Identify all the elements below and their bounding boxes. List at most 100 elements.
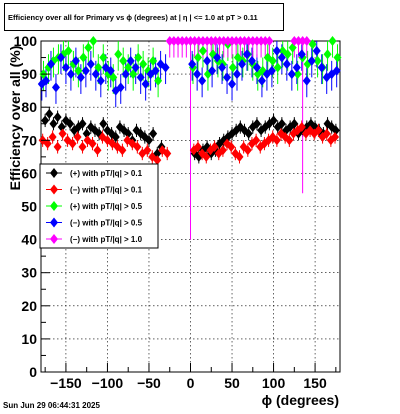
data-point [261,36,270,46]
data-point [43,138,52,149]
y-axis-label: Efficiency over all (%) [7,46,23,191]
data-point [268,55,277,66]
data-point [252,135,261,146]
data-point [149,55,158,66]
data-point [45,108,54,119]
y-tick-label: 20 [21,298,37,314]
data-point [89,36,98,46]
data-point [228,79,237,90]
timestamp-footer: Sun Jun 29 06:44:31 2025 [3,401,100,410]
legend: (+) with pT/|q| > 0.1 (−) with pT/|q| > 0… [39,163,159,249]
data-point [182,36,191,46]
x-axis-label: ϕ (degrees) [262,392,339,408]
data-point [193,52,202,63]
data-point [302,36,311,46]
data-point [272,45,281,56]
legend-marker [50,234,58,244]
data-point [331,125,340,136]
data-point [49,118,58,129]
x-tick-label: 50 [224,375,240,391]
data-point [193,69,202,80]
data-point [133,141,142,152]
data-point [223,36,232,46]
data-point [84,42,93,53]
data-point [202,151,211,162]
data-point [314,125,323,136]
data-point [265,36,274,46]
data-point [73,131,82,142]
data-point [151,65,160,76]
data-point [99,118,108,129]
data-point [283,49,292,60]
data-point [322,128,331,139]
data-point [186,36,195,46]
data-point [237,59,246,70]
data-point [61,62,70,73]
data-point [126,55,135,66]
data-point [308,39,317,50]
data-point [93,145,102,156]
data-point [66,118,75,129]
data-point [96,75,105,86]
data-point [68,138,77,149]
y-tick-label: 50 [21,199,37,215]
data-point [323,49,332,60]
data-point [267,65,276,76]
data-point [116,82,125,93]
data-point [114,49,123,60]
data-point [163,148,172,159]
data-point [228,36,237,46]
legend-marker [50,168,58,178]
data-point [307,55,316,66]
y-tick-label: 30 [21,265,37,281]
x-tick-label: −150 [50,375,82,391]
data-point [149,128,158,139]
data-point [203,55,212,66]
data-point [244,36,253,46]
data-point [312,45,321,56]
data-point [198,75,207,86]
data-point [81,65,90,76]
data-point [79,52,88,63]
data-point [297,122,306,133]
data-point [227,141,236,152]
y-tick-label: 10 [21,331,37,347]
y-tick-label: 40 [21,232,37,248]
legend-marker [50,184,58,195]
data-point [203,36,212,46]
data-point [257,75,266,86]
x-tick-label: 0 [187,375,195,391]
data-point [232,36,241,46]
data-point [78,141,87,152]
data-point [178,36,187,46]
data-point [223,72,232,83]
data-point [290,36,299,46]
data-point [277,52,286,63]
data-point [56,52,65,63]
data-point [240,36,249,46]
y-tick-label: 70 [21,132,37,148]
data-point [244,128,253,139]
data-point [297,49,306,60]
data-point [136,72,145,83]
data-points [37,36,342,166]
data-point [218,145,227,156]
data-point [119,55,128,66]
data-point [91,69,100,80]
data-point [269,115,278,126]
data-point [46,59,55,70]
data-point [66,69,75,80]
data-point [252,62,261,73]
data-point [41,115,50,126]
data-point [88,138,97,149]
data-point [144,135,153,146]
data-point [211,36,220,46]
data-point [328,36,337,46]
data-point [190,36,199,46]
data-point [313,55,322,66]
y-tick-label: 0 [29,364,37,380]
data-point [118,145,127,156]
x-tick-label: −50 [137,375,161,391]
data-point [317,62,326,73]
data-point [48,131,57,142]
